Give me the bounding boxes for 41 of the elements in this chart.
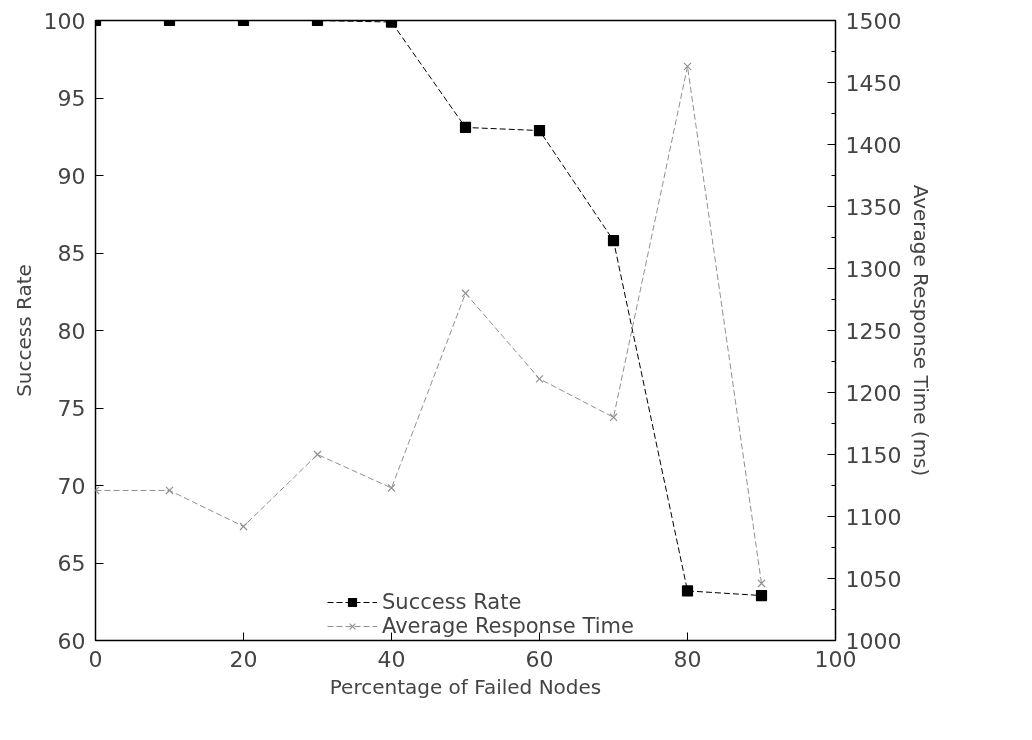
y-tick-label: 75 [57,396,86,421]
y-tick-label: 100 [43,8,86,34]
y-tick-label: 85 [57,241,86,266]
y-tick-label: 60 [57,628,86,654]
legend-label: Success Rate [382,590,522,614]
y2-tick-label: 1250 [845,318,902,344]
x-tick-label: 60 [525,646,554,672]
y2-axis-title: Average Response Time (ms) [909,184,934,477]
point [755,589,768,602]
point [535,374,544,383]
x-axis-title: Percentage of Failed Nodes [329,674,602,699]
y2-tick-label: 1500 [845,8,902,34]
point [461,289,470,298]
point [239,522,248,531]
point [757,579,766,588]
y2-tick-label: 1050 [845,566,902,592]
y2-tick-label: 1350 [845,194,902,220]
point [313,450,322,459]
y-tick-label: 70 [57,473,86,499]
point [681,585,694,597]
y2-tick-label: 1150 [845,442,902,468]
y-tick-label: 80 [57,318,86,344]
point [387,483,396,493]
x-tick-label: 0 [88,646,103,672]
y2-tick-label: 1450 [845,70,902,96]
x-tick-label: 20 [229,646,258,672]
point [609,413,618,422]
y-tick-label: 90 [57,163,86,189]
x-tick-label: 80 [673,646,702,672]
point [683,62,692,71]
y-tick-label: 65 [57,551,86,576]
point [165,486,174,495]
point [607,235,620,247]
y2-tick-label: 1100 [845,504,902,530]
y-tick-label: 95 [57,86,86,111]
y2-tick-label: 1400 [845,132,902,158]
legend-label: Average Response Time [382,614,634,638]
y-axis-title: Success Rate [11,264,36,397]
y2-tick-label: 1300 [845,256,902,282]
y2-tick-label: 1200 [845,380,902,406]
x-tick-label: 40 [377,646,406,672]
